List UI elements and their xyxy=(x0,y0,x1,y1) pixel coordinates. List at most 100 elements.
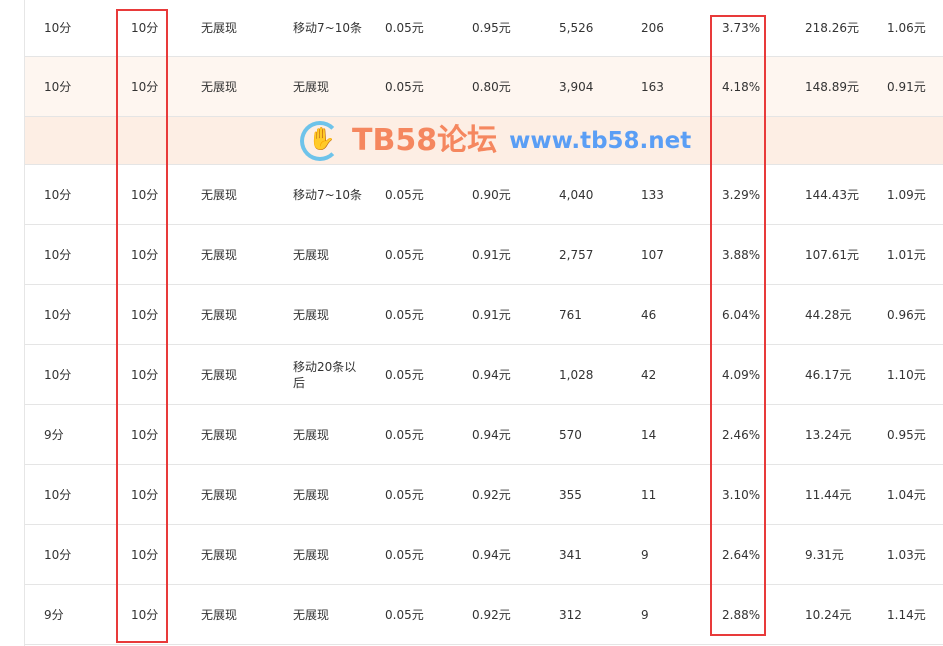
table-cell: 0.92元 xyxy=(472,487,511,502)
table-cell: 10分 xyxy=(44,187,72,202)
table-cell: 4.18% xyxy=(722,79,761,94)
table-cell: 2,757 xyxy=(559,247,594,262)
table-cell: 0.05元 xyxy=(385,21,424,35)
table-cell: 10分 xyxy=(131,487,159,502)
table-cell: 1.01元 xyxy=(887,247,926,262)
table-row[interactable]: 10分 10分 无展现 移动7~10条 0.05元 0.90元 4,040 133 3.29% 1… xyxy=(25,165,943,225)
table-cell: 2.46% xyxy=(722,427,761,442)
table-cell: 10分 xyxy=(44,487,72,502)
table-cell: 无展现 xyxy=(293,247,330,262)
table-cell: 无展现 xyxy=(201,607,238,622)
table-row[interactable]: 10分 10分 无展现 移动7~10条 0.05元 0.95元 5,526 206 3.73% 2… xyxy=(25,0,943,57)
table-cell: 无展现 xyxy=(293,79,330,94)
table-cell: 144.43元 xyxy=(805,187,859,202)
table-cell: 0.95元 xyxy=(887,427,926,442)
table-row[interactable]: 10分 10分 无展现 无展现 0.05元 0.80元 3,904 163 4.18% 148.8… xyxy=(25,57,943,117)
table-cell: 0.96元 xyxy=(887,307,926,322)
table-cell: 2.88% xyxy=(722,607,761,622)
table-cell: 0.05元 xyxy=(385,307,424,322)
table-cell: 0.91元 xyxy=(472,247,511,262)
table-cell: 无展现 xyxy=(293,307,330,322)
table-cell: 341 xyxy=(559,547,582,562)
table-row[interactable]: 9分 10分 无展现 无展现 0.05元 0.92元 312 9 2.88% 10.24元 1.14… xyxy=(25,585,943,645)
table-cell: 0.05元 xyxy=(385,247,424,262)
table-row[interactable]: 10分 10分 无展现 无展现 0.05元 0.91元 2,757 107 3.88% 107.6… xyxy=(25,225,943,285)
table-row[interactable]: 10分 10分 无展现 无展现 0.05元 0.92元 355 11 3.10% 11.44元 1.… xyxy=(25,465,943,525)
table-cell: 0.94元 xyxy=(472,427,511,442)
table-cell: 9.31元 xyxy=(805,547,844,562)
table-cell: 3.29% xyxy=(722,187,761,202)
table-cell: 无展现 xyxy=(201,21,238,35)
table-cell: 无展现 xyxy=(293,487,330,502)
table-cell: 761 xyxy=(559,307,582,322)
table-cell: 10分 xyxy=(44,79,72,94)
table-cell: 无展现 xyxy=(293,607,330,622)
highlight-box-ctr-column xyxy=(710,15,766,636)
table-cell: 9分 xyxy=(44,427,64,442)
table-cell: 0.05元 xyxy=(385,547,424,562)
highlight-box-column-2 xyxy=(116,9,168,643)
table-cell: 1.04元 xyxy=(887,487,926,502)
table-cell: 无展现 xyxy=(201,487,238,502)
table-cell: 0.91元 xyxy=(887,79,926,94)
table-cell: 13.24元 xyxy=(805,427,852,442)
table-cell: 3,904 xyxy=(559,79,594,94)
table-cell: 0.05元 xyxy=(385,79,424,94)
table-cell: 0.94元 xyxy=(472,367,511,382)
table-cell: 206 xyxy=(641,21,664,35)
table-cell: 无展现 xyxy=(201,187,238,202)
table-row[interactable]: 9分 10分 无展现 无展现 0.05元 0.94元 570 14 2.46% 13.24元 0.9… xyxy=(25,405,943,465)
table-cell: 无展现 xyxy=(201,79,238,94)
table-cell: 163 xyxy=(641,79,664,94)
table-cell: 1.09元 xyxy=(887,187,926,202)
table-cell: 10分 xyxy=(44,247,72,262)
table-cell: 46 xyxy=(641,307,657,322)
table-cell: 无展现 xyxy=(201,367,238,382)
table-cell: 148.89元 xyxy=(805,79,859,94)
table-cell: 无展现 xyxy=(293,547,330,562)
table-row[interactable]: 10分 10分 无展现 无展现 0.05元 0.91元 761 46 6.04% 44.28元 0.… xyxy=(25,285,943,345)
table-cell: 10分 xyxy=(131,247,159,262)
table-cell: 11.44元 xyxy=(805,487,852,502)
table-cell: 10分 xyxy=(44,367,72,382)
table-cell: 107.61元 xyxy=(805,247,859,262)
table-cell: 0.80元 xyxy=(472,79,511,94)
table-cell: 10分 xyxy=(131,427,159,442)
table-cell: 42 xyxy=(641,367,657,382)
table-cell: 1.03元 xyxy=(887,547,926,562)
table-cell: 0.05元 xyxy=(385,367,424,382)
table-row[interactable]: 10分 10分 无展现 移动20条以后 0.05元 0.94元 1,028 42 4.09% 46… xyxy=(25,345,943,405)
table-cell: 4,040 xyxy=(559,187,594,202)
table-cell: 10分 xyxy=(44,307,72,322)
table-cell: 1,028 xyxy=(559,367,594,382)
table-cell: 312 xyxy=(559,607,582,622)
table-cell: 10分 xyxy=(44,21,72,35)
table-cell: 10分 xyxy=(131,367,159,382)
table-cell: 11 xyxy=(641,487,657,502)
table-cell: 1.10元 xyxy=(887,367,926,382)
table-cell: 9分 xyxy=(44,607,64,622)
table-cell: 移动20条以后 xyxy=(293,359,357,390)
table-left-border xyxy=(24,0,25,646)
table-cell: 14 xyxy=(641,427,657,442)
table-cell: 3.73% xyxy=(722,21,761,35)
table-cell: 355 xyxy=(559,487,582,502)
table-cell: 0.05元 xyxy=(385,607,424,622)
table-cell: 0.92元 xyxy=(472,607,511,622)
table-cell: 1.14元 xyxy=(887,607,926,622)
table-cell: 2.64% xyxy=(722,547,761,562)
table-cell: 3.10% xyxy=(722,487,761,502)
table-cell: 107 xyxy=(641,247,664,262)
table-cell: 无展现 xyxy=(201,427,238,442)
table-row[interactable]: 10分 10分 无展现 无展现 0.05元 0.94元 341 9 2.64% 9.31元 1.03… xyxy=(25,525,943,585)
table-cell: 无展现 xyxy=(201,547,238,562)
table-cell: 10分 xyxy=(44,547,72,562)
table-cell: 无展现 xyxy=(201,247,238,262)
table-cell: 10分 xyxy=(131,187,159,202)
table-cell: 9 xyxy=(641,547,649,562)
table-cell: 570 xyxy=(559,427,582,442)
table-cell: 3.88% xyxy=(722,247,761,262)
table-cell: 10.24元 xyxy=(805,607,852,622)
table-cell: 0.90元 xyxy=(472,187,511,202)
table-cell: 6.04% xyxy=(722,307,761,322)
